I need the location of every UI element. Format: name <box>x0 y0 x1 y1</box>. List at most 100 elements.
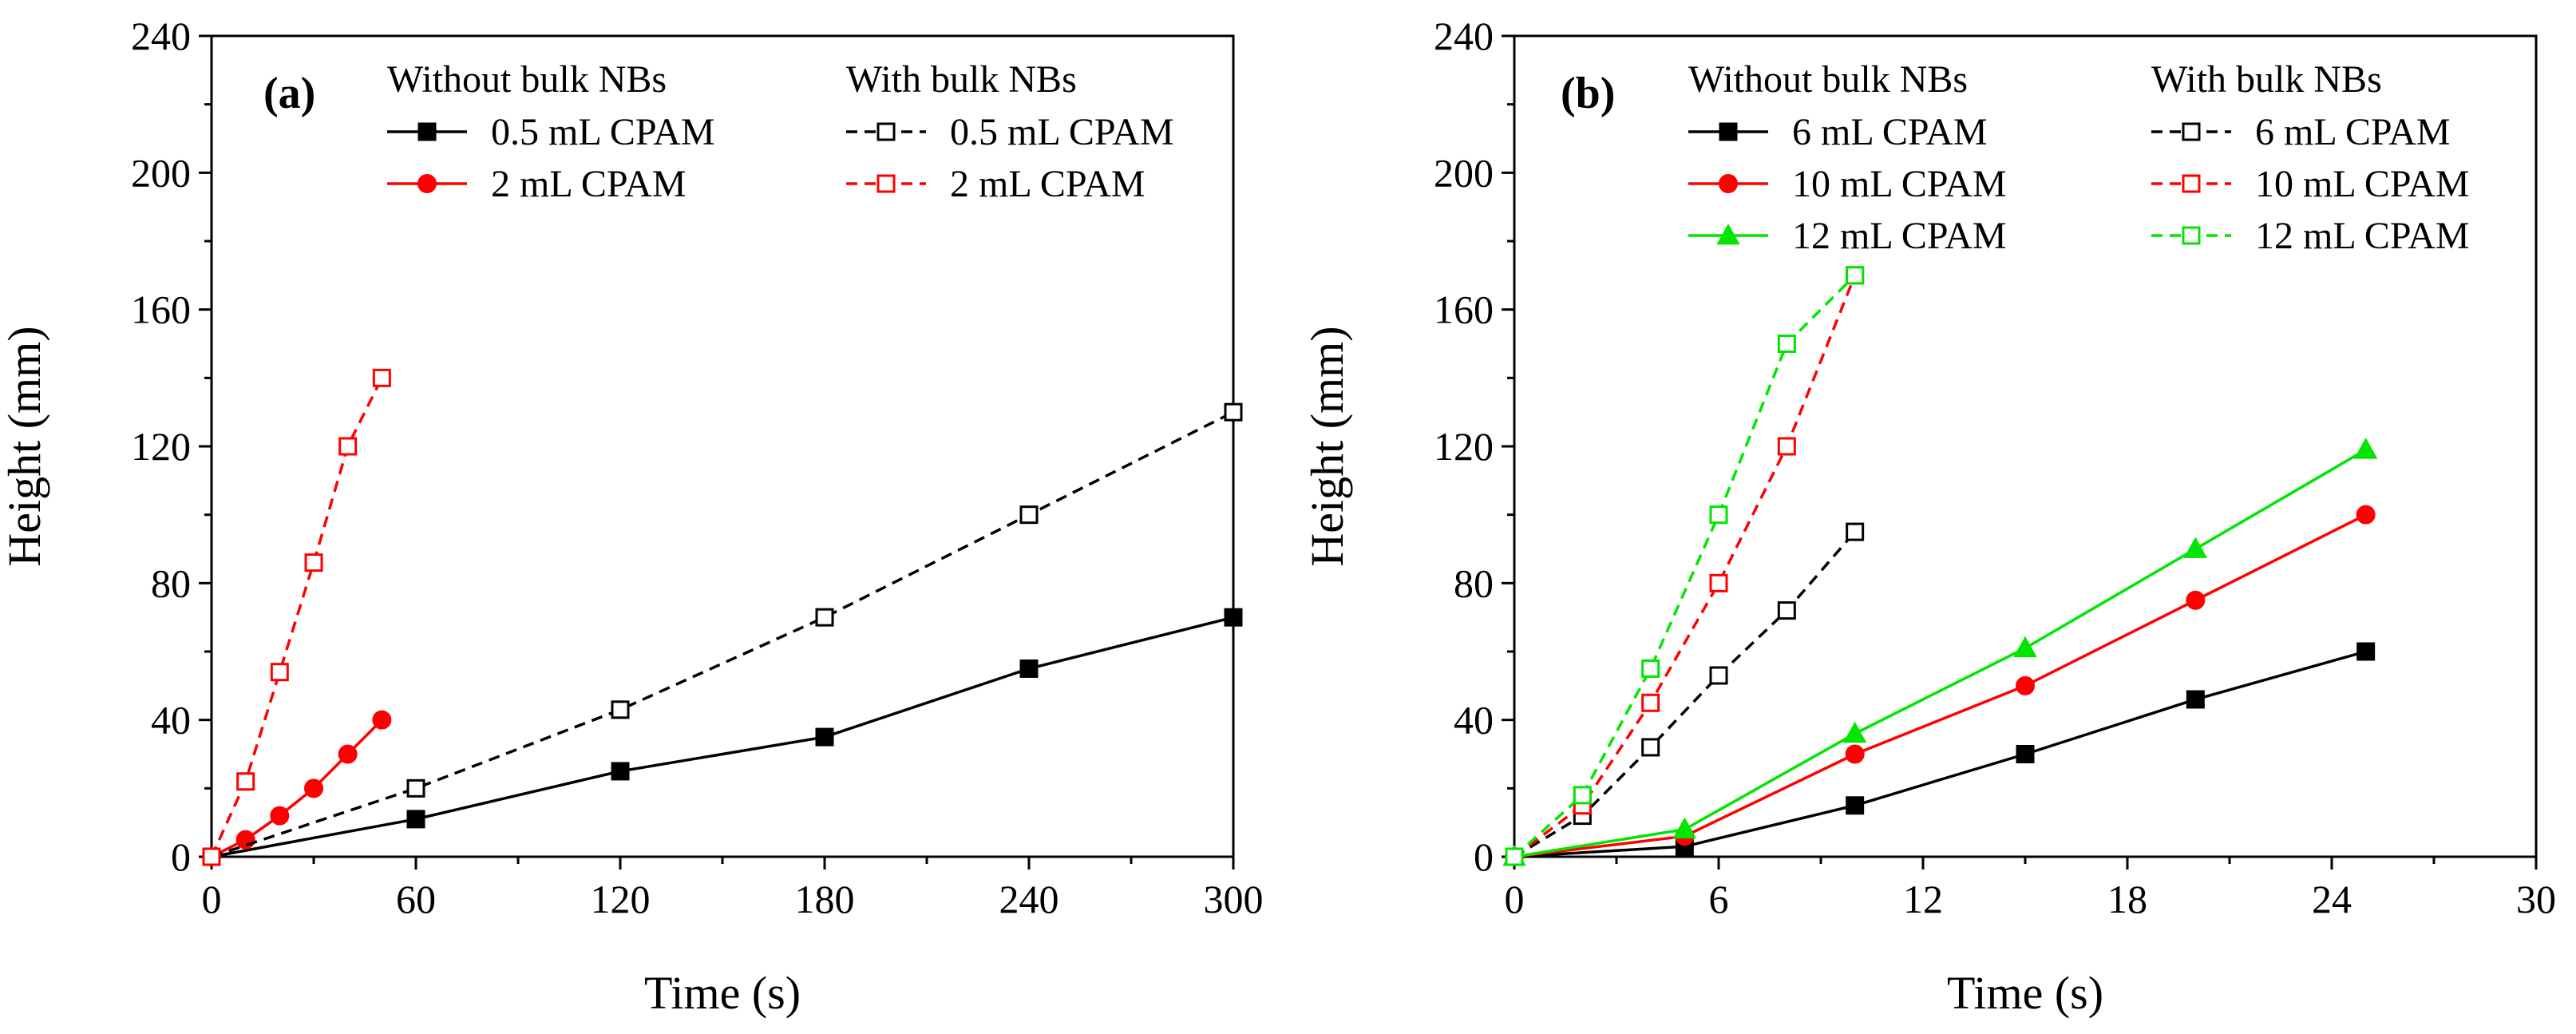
panel-label-b: (b) <box>1561 69 1615 118</box>
data-point-a-0-1 <box>406 810 425 829</box>
data-point-b-1-3 <box>2016 675 2035 695</box>
x-tick-label-b-2: 12 <box>1903 877 1943 921</box>
legend-label-b-1: 10 mL CPAM <box>1792 163 2007 205</box>
data-point-a-0-2 <box>611 762 630 781</box>
data-point-a-1-2 <box>270 806 290 826</box>
x-tick-label-a-3: 180 <box>795 877 855 921</box>
x-tick-label-b-1: 6 <box>1709 877 1729 921</box>
legend-marker-b-1 <box>1719 174 1738 193</box>
legend-header-without-b: Without bulk NBs <box>1688 58 1968 101</box>
series-line-b-3 <box>1514 530 1856 858</box>
legend-label-b-2: 12 mL CPAM <box>1792 215 2007 257</box>
legend-label-b-4: 10 mL CPAM <box>2255 163 2470 205</box>
data-point-b-2-3 <box>2013 636 2037 658</box>
y-tick-label-b-0: 0 <box>1474 834 1494 879</box>
data-point-b-5-2 <box>1641 659 1660 678</box>
legend-label-b-3: 6 mL CPAM <box>2255 111 2451 153</box>
x-tick-label-a-4: 240 <box>999 877 1059 921</box>
data-point-a-1-3 <box>304 778 323 798</box>
y-axis-title-a: Height (mm) <box>0 326 50 566</box>
series-line-a-2 <box>211 410 1234 858</box>
data-point-a-2-4 <box>1019 505 1039 525</box>
data-point-b-5-4 <box>1777 335 1796 353</box>
y-tick-label-a-6: 240 <box>131 14 191 58</box>
series-line-b-2 <box>1514 448 2367 858</box>
x-tick-label-b-3: 18 <box>2107 877 2147 921</box>
data-point-a-2-2 <box>611 700 630 719</box>
data-point-b-3-3 <box>1709 666 1728 685</box>
data-point-a-3-4 <box>338 437 358 456</box>
data-point-b-2-2 <box>1842 721 1867 743</box>
x-tick-label-a-0: 0 <box>202 877 222 921</box>
data-point-b-2-4 <box>2183 537 2208 558</box>
panel-label-a: (a) <box>263 69 315 118</box>
data-point-a-3-3 <box>304 553 323 572</box>
legend-marker-a-2 <box>876 122 896 141</box>
legend-marker-b-3 <box>2182 122 2201 141</box>
data-point-b-0-5 <box>2356 642 2376 661</box>
data-point-b-3-2 <box>1641 738 1660 757</box>
data-point-b-0-4 <box>2186 690 2205 709</box>
chart-panel-b: 0 6 12 18 24 30 0 40 80 120 160 200 240 Time (s) Heigh… <box>1301 14 2556 1019</box>
series-line-b-4 <box>1513 275 1857 858</box>
y-tick-label-b-6: 240 <box>1434 14 1494 58</box>
y-tick-label-a-0: 0 <box>171 834 191 879</box>
chart-panel-a: 0 60 120 180 240 300 0 40 80 120 160 200 240 Time (s)… <box>0 14 1264 1019</box>
x-tick-label-a-2: 120 <box>591 877 651 921</box>
y-tick-label-b-3: 120 <box>1434 424 1494 469</box>
data-point-b-5-5 <box>1846 266 1865 285</box>
data-point-b-1-4 <box>2186 590 2206 610</box>
legend-header-with-b: With bulk NBs <box>2151 58 2382 101</box>
x-tick-label-a-1: 60 <box>396 877 436 921</box>
y-tick-label-a-4: 160 <box>131 287 191 332</box>
data-point-b-5-1 <box>1573 786 1592 805</box>
data-point-a-0-4 <box>1019 659 1039 678</box>
data-point-a-2-1 <box>406 778 425 798</box>
legend-marker-a-0 <box>417 122 437 141</box>
data-point-a-0-3 <box>815 727 834 747</box>
data-point-a-1-5 <box>372 710 392 730</box>
data-point-a-3-5 <box>372 368 391 387</box>
y-tick-label-b-5: 200 <box>1434 150 1494 195</box>
data-point-a-0-5 <box>1224 608 1243 627</box>
series-line-b-1 <box>1514 513 2367 858</box>
legend-marker-b-4 <box>2182 174 2201 193</box>
x-axis-title-a: Time (s) <box>644 967 801 1019</box>
x-axis-title-b: Time (s) <box>1947 967 2103 1019</box>
series-line-b-0 <box>1514 650 2367 858</box>
legend-marker-a-1 <box>417 174 437 193</box>
y-tick-label-a-1: 40 <box>151 698 191 743</box>
data-point-b-5-0 <box>1505 847 1524 866</box>
x-tick-label-b-5: 30 <box>2516 877 2556 921</box>
legend-header-without-a: Without bulk NBs <box>387 58 667 101</box>
data-point-a-2-3 <box>815 608 834 627</box>
data-point-a-3-2 <box>270 663 289 682</box>
legend-label-a-0: 0.5 mL CPAM <box>491 111 715 153</box>
data-point-b-1-5 <box>2356 505 2376 525</box>
y-tick-label-a-2: 80 <box>151 561 191 605</box>
y-tick-label-b-1: 40 <box>1454 698 1494 743</box>
data-point-a-1-1 <box>235 830 255 850</box>
data-point-b-3-5 <box>1846 522 1865 541</box>
data-point-b-2-5 <box>2353 438 2378 459</box>
y-tick-label-b-4: 160 <box>1434 287 1494 332</box>
data-point-b-2-1 <box>1672 817 1697 839</box>
x-tick-label-b-0: 0 <box>1505 877 1525 921</box>
legend-marker-b-2 <box>1716 223 1740 245</box>
legend-header-with-a: With bulk NBs <box>846 58 1077 101</box>
legend-marker-b-0 <box>1719 122 1738 141</box>
data-point-b-3-4 <box>1777 601 1796 620</box>
data-point-b-1-2 <box>1845 744 1865 764</box>
y-axis-title-b: Height (mm) <box>1301 326 1353 566</box>
data-point-b-0-3 <box>2016 745 2035 763</box>
data-point-b-4-2 <box>1641 693 1660 712</box>
data-point-b-4-3 <box>1709 573 1728 592</box>
x-tick-label-b-4: 24 <box>2312 877 2352 921</box>
legend-label-b-5: 12 mL CPAM <box>2255 215 2470 257</box>
series-line-a-0 <box>211 616 1234 858</box>
legend-marker-b-5 <box>2182 226 2201 245</box>
x-tick-label-a-5: 300 <box>1204 877 1264 921</box>
legend-label-a-3: 2 mL CPAM <box>950 163 1146 205</box>
data-point-a-3-1 <box>236 772 255 791</box>
